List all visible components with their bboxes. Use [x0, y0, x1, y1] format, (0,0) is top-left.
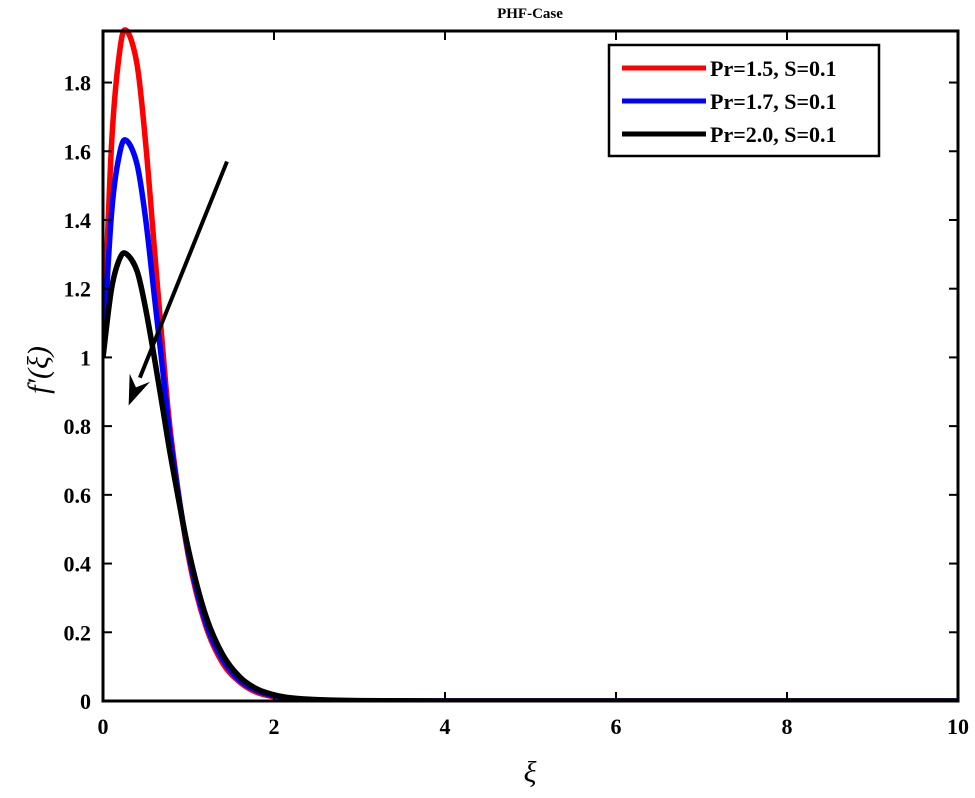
arrow-annotation: [128, 160, 229, 406]
legend-item: Pr=1.7, S=0.1: [622, 89, 837, 114]
y-tick-label: 0.2: [64, 620, 92, 645]
plot-area: [103, 27, 958, 701]
y-tick-label: 1: [80, 345, 91, 370]
y-tick-label: 0: [80, 689, 91, 714]
series-line: [103, 250, 958, 701]
x-tick-label: 6: [611, 714, 622, 739]
legend-label: Pr=2.0, S=0.1: [710, 122, 837, 147]
y-axis-label: f′(ξ): [22, 346, 55, 394]
x-tick-label: 0: [98, 714, 109, 739]
series-line: [103, 137, 958, 701]
legend: Pr=1.5, S=0.1 Pr=1.7, S=0.1 Pr=2.0, S=0.1: [607, 43, 881, 158]
chart-title: PHF-Case: [497, 6, 563, 22]
y-tick-label: 1.8: [64, 71, 92, 96]
legend-item: Pr=1.5, S=0.1: [622, 56, 837, 81]
y-tick-label: 1.4: [64, 208, 92, 233]
y-tick-label: 1.2: [64, 277, 92, 302]
x-tick-label: 2: [269, 714, 280, 739]
y-tick-label: 0.8: [64, 414, 92, 439]
y-tick-label: 0.4: [64, 552, 92, 577]
legend-label: Pr=1.5, S=0.1: [710, 56, 837, 81]
x-tick-label: 8: [782, 714, 793, 739]
axes-frame: [101, 29, 960, 703]
legend-item: Pr=2.0, S=0.1: [622, 122, 837, 147]
x-axis-label: ξ: [524, 756, 537, 789]
y-tick-label: 1.6: [64, 139, 92, 164]
y-tick-label: 0.6: [64, 483, 92, 508]
legend-label: Pr=1.7, S=0.1: [710, 89, 837, 114]
x-tick-label: 10: [947, 714, 969, 739]
axes: 0 2 4 6 8 10 0 0.2 0.4 0.6 0.8 1 1.2 1.4 1.6 1.8: [64, 29, 969, 739]
x-tick-label: 4: [440, 714, 451, 739]
